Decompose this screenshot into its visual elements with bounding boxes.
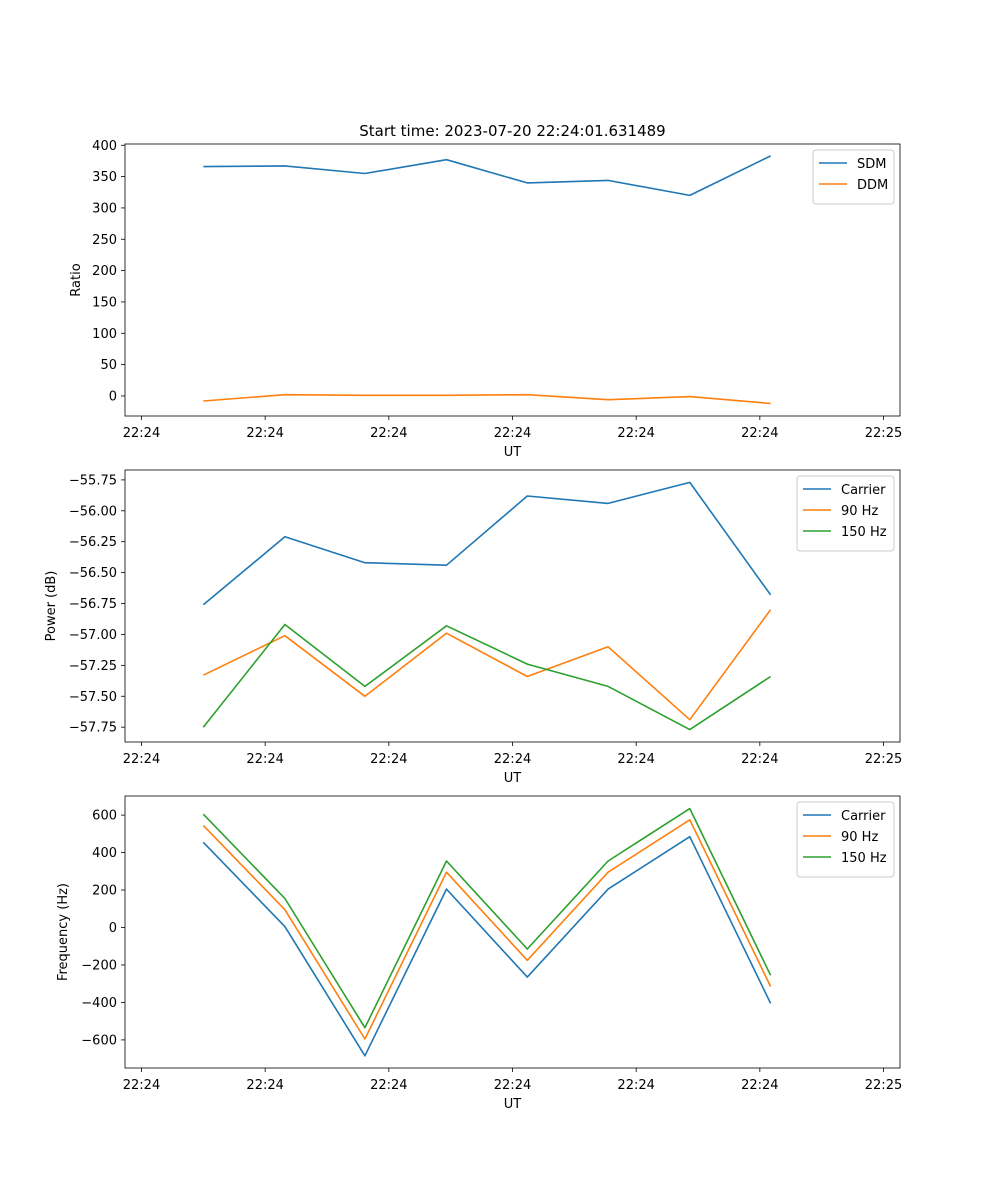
y-tick-label: −200: [81, 958, 117, 973]
axes-frame: [124, 795, 901, 1069]
series-line-ddm: [203, 393, 771, 405]
figure-title: Start time: 2023-07-20 22:24:01.631489: [359, 122, 665, 140]
x-tick-label: 22:24: [246, 1078, 283, 1093]
y-tick-label: −56.50: [69, 566, 117, 581]
y-tick-label: −57.00: [69, 628, 117, 643]
legend-frame: [796, 475, 895, 552]
x-tick-label: 22:24: [123, 752, 160, 767]
y-tick-label: 400: [92, 139, 117, 154]
x-tick-label: 22:25: [865, 752, 902, 767]
y-tick-label: 100: [92, 327, 117, 342]
legend-frame: [796, 801, 895, 878]
x-tick-label: 22:24: [617, 1078, 654, 1093]
y-tick-label: 600: [92, 809, 117, 824]
y-tick-label: −57.25: [69, 659, 117, 674]
x-tick-label: 22:24: [123, 426, 160, 441]
y-tick-label: −56.75: [69, 597, 117, 612]
series-line-90-hz: [202, 818, 772, 1040]
x-tick-label: 22:25: [865, 426, 902, 441]
x-tick-label: 22:24: [741, 752, 778, 767]
x-tick-label: 22:24: [617, 752, 654, 767]
y-tick-label: −400: [81, 996, 117, 1011]
y-axis-label: Ratio: [69, 263, 84, 296]
y-tick-label: −57.50: [69, 690, 117, 705]
y-tick-label: 400: [92, 846, 117, 861]
x-tick-label: 22:24: [494, 752, 531, 767]
chart-panel-2: 22:24 22:24 22:24 22:24 22:24 22:24 22:25 −57.7…: [44, 469, 902, 786]
legend-label: SDM: [857, 157, 886, 172]
legend-label: Carrier: [841, 809, 886, 824]
x-axis-label: UT: [504, 1097, 522, 1112]
x-tick-label: 22:24: [370, 1078, 407, 1093]
legend-label: DDM: [857, 178, 888, 193]
y-tick-label: 150: [92, 295, 117, 310]
x-axis-label: UT: [504, 445, 522, 460]
series-line-sdm: [203, 155, 771, 197]
x-tick-label: 22:24: [494, 1078, 531, 1093]
y-tick-label: −56.25: [69, 535, 117, 550]
legend-label: 150 Hz: [841, 851, 887, 866]
series-line-150-hz: [202, 807, 772, 1029]
y-axis-label: Frequency (Hz): [56, 883, 71, 981]
x-tick-label: 22:24: [370, 752, 407, 767]
legend-label: Carrier: [841, 483, 886, 498]
x-tick-label: 22:24: [741, 1078, 778, 1093]
series-line-150-hz: [202, 623, 772, 731]
axes-frame: [124, 143, 901, 417]
y-tick-label: 50: [100, 358, 117, 373]
series-line-carrier: [202, 835, 772, 1057]
y-tick-label: −56.00: [69, 504, 117, 519]
x-tick-label: 22:25: [865, 1078, 902, 1093]
x-tick-label: 22:24: [741, 426, 778, 441]
y-axis-label: Power (dB): [44, 571, 59, 642]
series-line-90-hz: [202, 609, 772, 721]
panels: 22:24 22:24 22:24 22:24 22:24 22:24 22:25 0 50 10…: [44, 139, 902, 1112]
legend-label: 150 Hz: [841, 525, 887, 540]
chart-panel-1: 22:24 22:24 22:24 22:24 22:24 22:24 22:25 0 50 10…: [69, 139, 902, 460]
y-tick-label: 300: [92, 201, 117, 216]
y-tick-label: 0: [109, 921, 117, 936]
y-tick-label: 200: [92, 264, 117, 279]
y-tick-label: 200: [92, 884, 117, 899]
chart-panel-3: 22:24 22:24 22:24 22:24 22:24 22:24 22:25 −600 −…: [56, 795, 902, 1112]
x-tick-label: 22:24: [617, 426, 654, 441]
legend: Carrier 90 Hz 150 Hz: [796, 801, 895, 878]
x-tick-label: 22:24: [494, 426, 531, 441]
legend: SDM DDM: [812, 149, 895, 205]
y-tick-label: −600: [81, 1033, 117, 1048]
x-tick-label: 22:24: [246, 426, 283, 441]
legend-label: 90 Hz: [841, 830, 878, 845]
y-tick-label: −57.75: [69, 721, 117, 736]
series-line-carrier: [202, 481, 772, 606]
legend-label: 90 Hz: [841, 504, 878, 519]
y-tick-label: 350: [92, 170, 117, 185]
x-tick-label: 22:24: [123, 1078, 160, 1093]
legend: Carrier 90 Hz 150 Hz: [796, 475, 895, 552]
x-axis-label: UT: [504, 771, 522, 786]
y-tick-label: 0: [109, 389, 117, 404]
y-tick-label: −55.75: [69, 473, 117, 488]
y-tick-label: 250: [92, 233, 117, 248]
x-tick-label: 22:24: [246, 752, 283, 767]
x-tick-label: 22:24: [370, 426, 407, 441]
axes-frame: [124, 469, 901, 743]
